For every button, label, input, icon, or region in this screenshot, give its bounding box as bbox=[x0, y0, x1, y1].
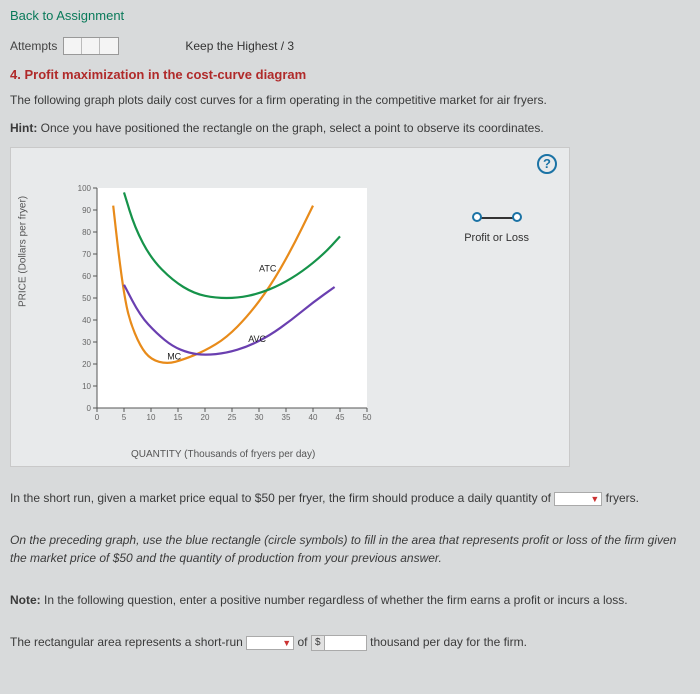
dollar-sign: $ bbox=[311, 635, 325, 651]
chart-panel: ? Profit or Loss PRICE (Dollars per frye… bbox=[10, 147, 570, 467]
svg-text:0: 0 bbox=[95, 413, 100, 422]
svg-text:100: 100 bbox=[78, 184, 92, 193]
avc-label: AVC bbox=[248, 334, 266, 344]
back-to-assignment-link[interactable]: Back to Assignment bbox=[0, 0, 700, 29]
svg-text:70: 70 bbox=[82, 250, 91, 259]
svg-text:15: 15 bbox=[174, 413, 183, 422]
note-text: In the following question, enter a posit… bbox=[44, 593, 628, 607]
note-label: Note: bbox=[10, 593, 41, 607]
help-icon[interactable]: ? bbox=[537, 154, 557, 174]
attempt-box bbox=[100, 38, 118, 54]
x-ticks: 0 5 10 15 20 25 30 35 40 45 50 bbox=[95, 408, 372, 422]
section-heading: Profit maximization in the cost-curve di… bbox=[24, 67, 306, 82]
profit-loss-dropdown[interactable] bbox=[246, 636, 294, 650]
keep-highest-text: Keep the Highest / 3 bbox=[185, 39, 294, 53]
hint-label: Hint: bbox=[10, 121, 37, 135]
svg-text:50: 50 bbox=[82, 294, 91, 303]
q1-post: fryers. bbox=[606, 491, 639, 505]
instruction-2: On the preceding graph, use the blue rec… bbox=[0, 517, 700, 577]
legend-profit-loss[interactable]: Profit or Loss bbox=[464, 208, 529, 244]
svg-text:0: 0 bbox=[87, 404, 92, 413]
svg-text:50: 50 bbox=[363, 413, 372, 422]
note-line: Note: In the following question, enter a… bbox=[0, 577, 700, 619]
mc-label: MC bbox=[167, 351, 181, 361]
attempts-row: Attempts Keep the Highest / 3 bbox=[0, 29, 700, 63]
hint-line: Hint: Once you have positioned the recta… bbox=[0, 121, 700, 143]
svg-text:10: 10 bbox=[147, 413, 156, 422]
section-number: 4. bbox=[10, 67, 21, 82]
y-ticks: 0 10 20 30 40 50 60 70 80 90 100 bbox=[78, 184, 97, 413]
svg-text:80: 80 bbox=[82, 228, 91, 237]
amount-input-group: $ bbox=[311, 635, 367, 651]
svg-text:30: 30 bbox=[255, 413, 264, 422]
amount-input[interactable] bbox=[325, 635, 367, 651]
q1-pre: In the short run, given a market price e… bbox=[10, 491, 554, 505]
svg-text:5: 5 bbox=[122, 413, 127, 422]
q2-pre: The rectangular area represents a short-… bbox=[10, 635, 246, 649]
svg-text:35: 35 bbox=[282, 413, 291, 422]
q2-post: thousand per day for the firm. bbox=[370, 635, 527, 649]
x-axis-label: QUANTITY (Thousands of fryers per day) bbox=[131, 449, 315, 460]
y-axis-label: PRICE (Dollars per fryer) bbox=[18, 196, 29, 307]
intro-text: The following graph plots daily cost cur… bbox=[0, 92, 700, 121]
quantity-dropdown[interactable] bbox=[554, 492, 602, 506]
svg-text:20: 20 bbox=[201, 413, 210, 422]
svg-text:60: 60 bbox=[82, 272, 91, 281]
svg-text:90: 90 bbox=[82, 206, 91, 215]
svg-text:40: 40 bbox=[309, 413, 318, 422]
legend-rectangle-icon bbox=[472, 208, 522, 228]
svg-text:45: 45 bbox=[336, 413, 345, 422]
attempts-boxes bbox=[63, 37, 119, 55]
svg-text:10: 10 bbox=[82, 382, 91, 391]
atc-label: ATC bbox=[259, 263, 277, 273]
cost-curves-chart[interactable]: 0 5 10 15 20 25 30 35 40 45 50 0 10 20 30 40 50 60 70 80 90… bbox=[67, 178, 387, 438]
legend-label: Profit or Loss bbox=[464, 232, 529, 244]
attempt-box bbox=[82, 38, 100, 54]
question-1: In the short run, given a market price e… bbox=[0, 475, 700, 517]
svg-text:25: 25 bbox=[228, 413, 237, 422]
section-title: 4. Profit maximization in the cost-curve… bbox=[0, 63, 700, 92]
hint-text: Once you have positioned the rectangle o… bbox=[41, 121, 544, 135]
svg-text:30: 30 bbox=[82, 338, 91, 347]
svg-text:40: 40 bbox=[82, 316, 91, 325]
attempts-label: Attempts bbox=[10, 39, 57, 53]
question-2: The rectangular area represents a short-… bbox=[0, 619, 700, 661]
q2-mid: of bbox=[297, 635, 310, 649]
svg-text:20: 20 bbox=[82, 360, 91, 369]
attempt-box bbox=[64, 38, 82, 54]
